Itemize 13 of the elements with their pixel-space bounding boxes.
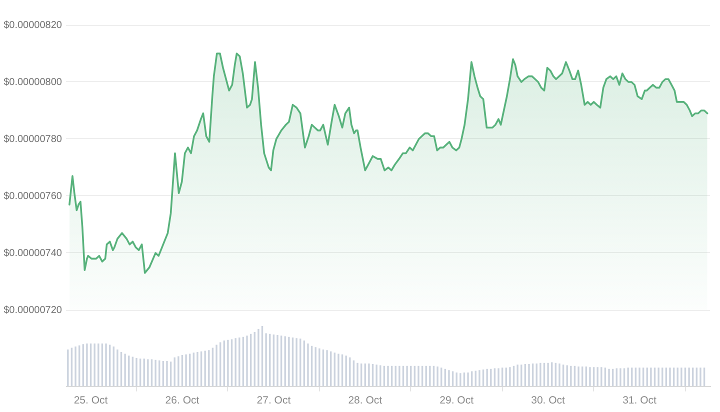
- y-tick-label: $0.00000720: [4, 304, 62, 316]
- y-tick-label: $0.00000800: [4, 76, 62, 88]
- y-tick-label: $0.00000760: [4, 190, 62, 202]
- x-tick-label: 28. Oct: [348, 394, 382, 407]
- x-tick-label: 25. Oct: [74, 394, 108, 407]
- x-tick-label: 31. Oct: [622, 394, 657, 407]
- x-tick-label: 26. Oct: [165, 394, 200, 407]
- y-tick-label: $0.00000780: [4, 134, 62, 145]
- x-tick-label: 29. Oct: [440, 394, 474, 407]
- x-tick-label: 27. Oct: [256, 394, 291, 407]
- x-tick-label: 30. Oct: [531, 394, 566, 407]
- y-tick-label: $0.00000740: [4, 248, 62, 259]
- y-tick-label: $0.00000820: [4, 20, 62, 31]
